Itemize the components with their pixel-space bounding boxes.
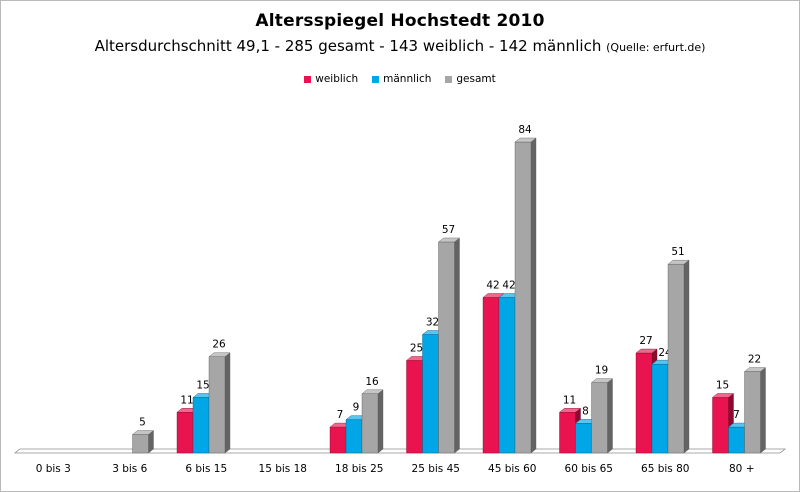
bar-gesamt-80-plus [743,367,767,454]
x-tick-label-6-bis-15: 6 bis 15 [185,463,227,475]
subtitle-text: Altersdurchschnitt 49,1 - 285 gesamt - 1… [94,37,602,55]
legend-label-weiblich: weiblich [315,73,359,85]
x-tick-label-3-bis-6: 3 bis 6 [112,463,147,475]
data-label-maennlich-80-plus: 7 [733,409,740,421]
data-label-weiblich-80-plus: 15 [716,379,729,391]
x-tick-label-25-bis-45: 25 bis 45 [412,463,460,475]
x-tick-label-45-bis-60: 45 bis 60 [488,463,536,475]
data-label-gesamt-80-plus: 22 [748,354,761,366]
x-tick-label-60-bis-65: 60 bis 65 [565,463,613,475]
x-tick-label-18-bis-25: 18 bis 25 [335,463,383,475]
legend-item-weiblich: weiblich [304,73,358,85]
data-label-gesamt-25-bis-45: 57 [442,224,455,236]
data-label-gesamt-3-bis-6: 5 [139,416,146,428]
legend-label-gesamt: gesamt [456,73,496,85]
chart-subtitle: Altersdurchschnitt 49,1 - 285 gesamt - 1… [1,37,799,55]
data-label-maennlich-18-bis-25: 9 [353,402,360,414]
source-note: (Quelle: erfurt.de) [606,41,706,54]
chart-legend: weiblich männlich gesamt [1,73,799,85]
x-tick-label-80-plus: 80 + [729,463,755,475]
data-label-gesamt-18-bis-25: 16 [365,376,379,388]
bar-gesamt-18-bis-25 [361,389,384,454]
legend-item-gesamt: gesamt [445,73,496,85]
legend-label-maennlich: männlich [383,73,432,85]
legend-swatch-maennlich [372,75,380,83]
bar-gesamt-45-bis-60 [514,137,537,454]
bar-gesamt-3-bis-6 [131,430,155,454]
data-label-gesamt-45-bis-60: 84 [518,124,532,136]
bar-gesamt-60-bis-65 [590,378,614,454]
legend-swatch-weiblich [304,75,312,83]
data-label-weiblich-25-bis-45: 25 [410,342,423,354]
data-label-maennlich-45-bis-60: 42 [502,280,515,292]
x-tick-label-65-bis-80: 65 bis 80 [641,463,689,475]
data-label-weiblich-65-bis-80: 27 [639,335,652,347]
legend-swatch-gesamt [445,75,453,83]
data-label-maennlich-6-bis-15: 15 [196,379,209,391]
data-label-weiblich-45-bis-60: 42 [486,280,499,292]
bar-gesamt-25-bis-45 [437,237,461,454]
data-label-weiblich-60-bis-65: 11 [563,394,576,406]
data-label-gesamt-65-bis-80: 51 [671,246,684,258]
x-tick-label-15-bis-18: 15 bis 18 [259,463,307,475]
data-label-weiblich-18-bis-25: 7 [337,409,344,421]
bar-gesamt-65-bis-80 [667,259,690,454]
bar-gesamt-6-bis-15 [208,352,231,454]
data-label-weiblich-6-bis-15: 11 [180,394,193,406]
data-label-gesamt-6-bis-15: 26 [212,339,226,351]
data-label-gesamt-60-bis-65: 19 [595,365,608,377]
chart-title: Altersspiegel Hochstedt 2010 [255,11,545,31]
x-tick-label-0-bis-3: 0 bis 3 [36,463,71,475]
data-label-maennlich-60-bis-65: 8 [582,405,589,417]
data-label-maennlich-25-bis-45: 32 [426,317,439,329]
legend-item-maennlich: männlich [372,73,431,85]
